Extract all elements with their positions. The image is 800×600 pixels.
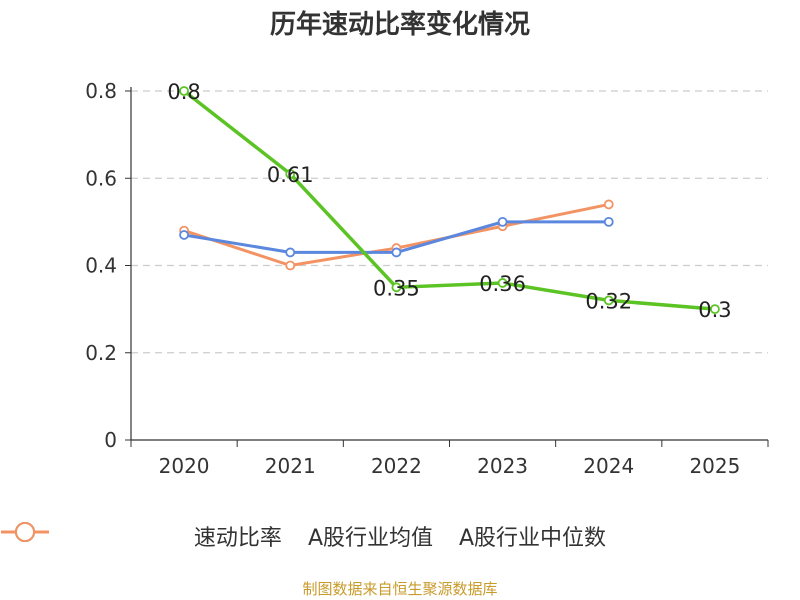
x-tick-label: 2023 <box>477 454 528 478</box>
legend-label: A股行业均值 <box>307 526 433 551</box>
data-point-series-1 <box>391 247 402 258</box>
data-point-series-0 <box>391 282 402 293</box>
data-point-series-0 <box>710 304 720 315</box>
series-line-0 <box>183 89 716 311</box>
y-tick-label: 0.8 <box>85 79 117 103</box>
data-label: 0.36 <box>479 272 526 296</box>
data-point-series-2 <box>603 199 614 210</box>
legend-item-1[interactable]: A股行业均值 <box>1 520 433 552</box>
data-point-series-1 <box>285 247 296 258</box>
data-label: 0.61 <box>267 163 314 187</box>
y-tick-label: 0.6 <box>85 166 117 190</box>
data-point-series-0 <box>603 295 614 306</box>
data-point-series-0 <box>497 278 508 288</box>
data-point-series-2 <box>285 260 296 271</box>
y-tick-label: 0 <box>104 428 117 452</box>
y-tick-label: 0.2 <box>85 341 117 365</box>
legend-label: 速动比率 <box>193 526 282 551</box>
y-tick-label: 0.4 <box>85 254 117 278</box>
data-point-series-1 <box>179 230 189 240</box>
legend-item-0[interactable]: 速动比率 <box>1 520 282 552</box>
data-label: 0.35 <box>373 276 420 300</box>
data-point-series-1 <box>497 216 508 227</box>
legend-marker-icon <box>1 522 49 542</box>
data-point-series-0 <box>285 168 296 179</box>
data-label: 0.32 <box>585 289 632 313</box>
legend-label: A股行业中位数 <box>459 526 607 551</box>
x-tick-label: 2025 <box>689 454 740 478</box>
x-tick-label: 2021 <box>265 454 316 478</box>
data-point-series-1 <box>603 216 614 227</box>
data-label: 0.8 <box>167 80 200 104</box>
x-tick-label: 2020 <box>159 454 210 478</box>
chart-legend: 速动比率 A股行业均值 A股行业中位数 <box>0 520 800 552</box>
x-tick-label: 2022 <box>371 454 422 478</box>
data-source-note: 制图数据来自恒生聚源数据库 <box>302 580 498 598</box>
legend-item-2[interactable]: A股行业中位数 <box>1 520 607 552</box>
data-label: 0.3 <box>698 298 731 322</box>
chart-title: 历年速动比率变化情况 <box>269 10 530 40</box>
x-tick-label: 2024 <box>583 454 634 478</box>
data-point-series-0 <box>179 86 189 96</box>
